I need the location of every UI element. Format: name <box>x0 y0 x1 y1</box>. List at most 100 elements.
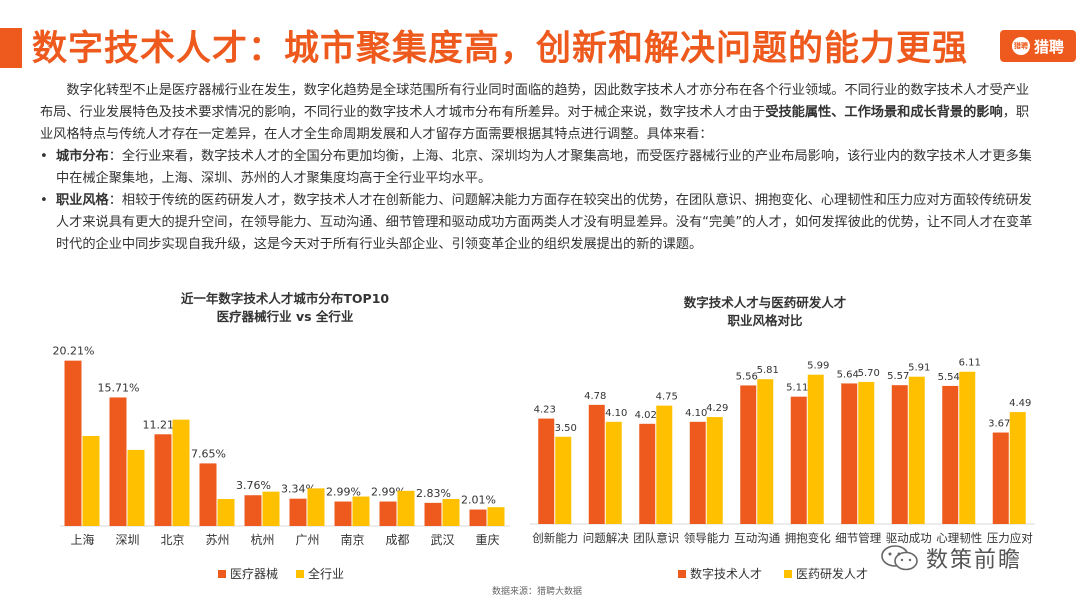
category-label-3: 苏州 <box>205 533 229 547</box>
data-label-series1-5: 5.11 <box>786 383 808 394</box>
logo-text: 猎聘 <box>1033 37 1064 56</box>
chart1-subtitle: 医疗器械行业 vs 全行业 <box>216 309 354 324</box>
title-accent-bar <box>0 28 22 68</box>
data-label-series1-8: 2.83% <box>416 487 451 500</box>
category-label-8: 武汉 <box>430 533 454 547</box>
bullet-career-style: • 职业风格：相较于传统的医药研发人才，数字技术人才在创新能力、问题解决能力方面存… <box>40 190 1040 256</box>
category-label-4: 杭州 <box>250 532 274 547</box>
data-label-series2-1: 4.10 <box>605 408 627 419</box>
chart2-subtitle: 职业风格对比 <box>727 313 803 328</box>
legend-swatch-1 <box>296 570 304 578</box>
bar-series1-6 <box>334 501 352 526</box>
bar-series2-8 <box>442 499 460 526</box>
data-label-series2-0: 3.50 <box>555 423 577 434</box>
bar-series2-6 <box>858 381 875 524</box>
bar-series2-0 <box>82 436 100 526</box>
data-label-series1-6: 5.64 <box>837 369 859 380</box>
category-label-1: 问题解决 <box>583 531 629 545</box>
bar-series1-3 <box>199 463 217 526</box>
category-label-5: 拥抱变化 <box>785 531 831 545</box>
page-title: 数字技术人才：城市聚集度高，创新和解决问题的能力更强 <box>32 29 969 69</box>
bar-series1-2 <box>639 423 656 524</box>
category-label-0: 创新能力 <box>532 531 578 545</box>
category-label-5: 广州 <box>295 533 319 547</box>
title-bar: 数字技术人才：城市聚集度高，创新和解决问题的能力更强 猎聘 猎聘 <box>0 0 1080 80</box>
category-label-4: 互动沟通 <box>734 531 780 545</box>
bar-series2-9 <box>487 507 505 526</box>
chart1-title: 近一年数字技术人才城市分布TOP10 <box>180 291 390 306</box>
chart2-title-block: 数字技术人才与医药研发人才 职业风格对比 <box>640 294 890 330</box>
data-label-series1-3: 7.65% <box>191 447 226 460</box>
bar-series2-5 <box>807 374 824 524</box>
category-label-2: 北京 <box>160 533 184 547</box>
data-label-series1-7: 5.57 <box>887 371 909 382</box>
bar-series2-9 <box>1009 412 1026 524</box>
bar-series2-0 <box>555 436 572 524</box>
city-distribution-chart: 20.21%上海15.71%深圳11.21%北京7.65%苏州3.76%杭州3.… <box>53 345 510 581</box>
bar-series1-3 <box>689 421 706 524</box>
category-label-8: 心理韧性 <box>936 531 982 545</box>
category-label-9: 压力应对 <box>987 531 1033 545</box>
bar-series1-9 <box>469 509 487 526</box>
category-label-7: 成都 <box>385 533 409 547</box>
watermark-text: 数策前瞻 <box>926 548 1023 573</box>
data-label-series2-9: 4.49 <box>1009 398 1031 409</box>
data-label-series2-3: 4.29 <box>706 403 728 414</box>
data-label-series1-4: 3.76% <box>236 479 271 492</box>
legend-label-1: 全行业 <box>308 566 344 581</box>
bar-series2-4 <box>262 491 280 526</box>
bar-series2-2 <box>656 405 673 524</box>
bar-series1-5 <box>289 498 307 526</box>
data-label-series1-4: 5.56 <box>736 371 758 382</box>
data-label-series1-8: 5.54 <box>938 372 960 383</box>
bar-series2-8 <box>959 371 976 524</box>
legend-label-1: 医药研发人才 <box>796 566 868 581</box>
category-label-3: 领导能力 <box>684 531 730 545</box>
data-label-series2-7: 5.91 <box>908 363 930 374</box>
data-label-series1-5: 3.34% <box>281 483 316 496</box>
bullet-dot: • <box>40 193 48 208</box>
bar-series1-8 <box>424 502 442 526</box>
bar-series1-1 <box>588 404 605 524</box>
bar-series2-3 <box>217 499 235 526</box>
bar-series1-2 <box>154 434 172 526</box>
bar-series1-7 <box>891 385 908 524</box>
category-label-6: 细节管理 <box>835 531 881 545</box>
logo-mark-icon: 猎聘 <box>1011 37 1030 55</box>
career-style-chart: 4.23 3.50 创新能力 4.78 4.10 问题解决 4.02 4.75 团队意识 4.10… <box>530 358 1035 581</box>
data-label-series2-6: 5.70 <box>858 368 880 379</box>
body-text: 数字化转型不止是医疗器械行业在发生，数字化趋势是全球范围所有行业同时面临的趋势，… <box>40 80 1040 256</box>
legend-swatch-0 <box>678 570 686 578</box>
data-label-series1-1: 4.78 <box>584 391 606 402</box>
watermark: 数策前瞻 <box>880 542 1022 574</box>
bar-series1-0 <box>64 360 82 526</box>
data-label-series1-1: 15.71% <box>98 381 140 394</box>
bar-series1-8 <box>942 385 959 524</box>
legend-swatch-1 <box>784 570 792 578</box>
bar-series2-5 <box>307 488 325 526</box>
bar-series2-7 <box>908 376 925 524</box>
data-label-series1-2: 4.02 <box>635 410 657 421</box>
data-label-series2-2: 4.75 <box>656 392 678 403</box>
bar-series2-1 <box>127 449 145 526</box>
bar-series1-5 <box>790 396 807 524</box>
category-label-0: 上海 <box>70 532 94 547</box>
category-label-7: 驱动成功 <box>886 531 932 545</box>
data-label-series1-9: 3.67 <box>988 419 1010 430</box>
bar-series1-7 <box>379 501 397 526</box>
bar-series1-9 <box>992 432 1009 524</box>
bar-series2-4 <box>757 379 774 524</box>
category-label-2: 团队意识 <box>633 531 679 545</box>
bar-series1-6 <box>841 383 858 524</box>
intro-paragraph: 数字化转型不止是医疗器械行业在发生，数字化趋势是全球范围所有行业同时面临的趋势，… <box>40 83 1030 142</box>
legend-label-0: 医疗器械 <box>230 566 278 581</box>
bar-series2-6 <box>352 496 370 526</box>
wechat-icon <box>881 545 918 571</box>
data-label-series1-7: 2.99% <box>371 486 406 499</box>
data-label-series2-8: 6.11 <box>959 358 981 369</box>
legend-swatch-0 <box>218 570 226 578</box>
data-label-series1-9: 2.01% <box>461 494 496 507</box>
legend-label-0: 数字技术人才 <box>690 566 762 581</box>
data-label-series1-3: 4.10 <box>685 408 707 419</box>
bar-series2-7 <box>397 490 415 526</box>
